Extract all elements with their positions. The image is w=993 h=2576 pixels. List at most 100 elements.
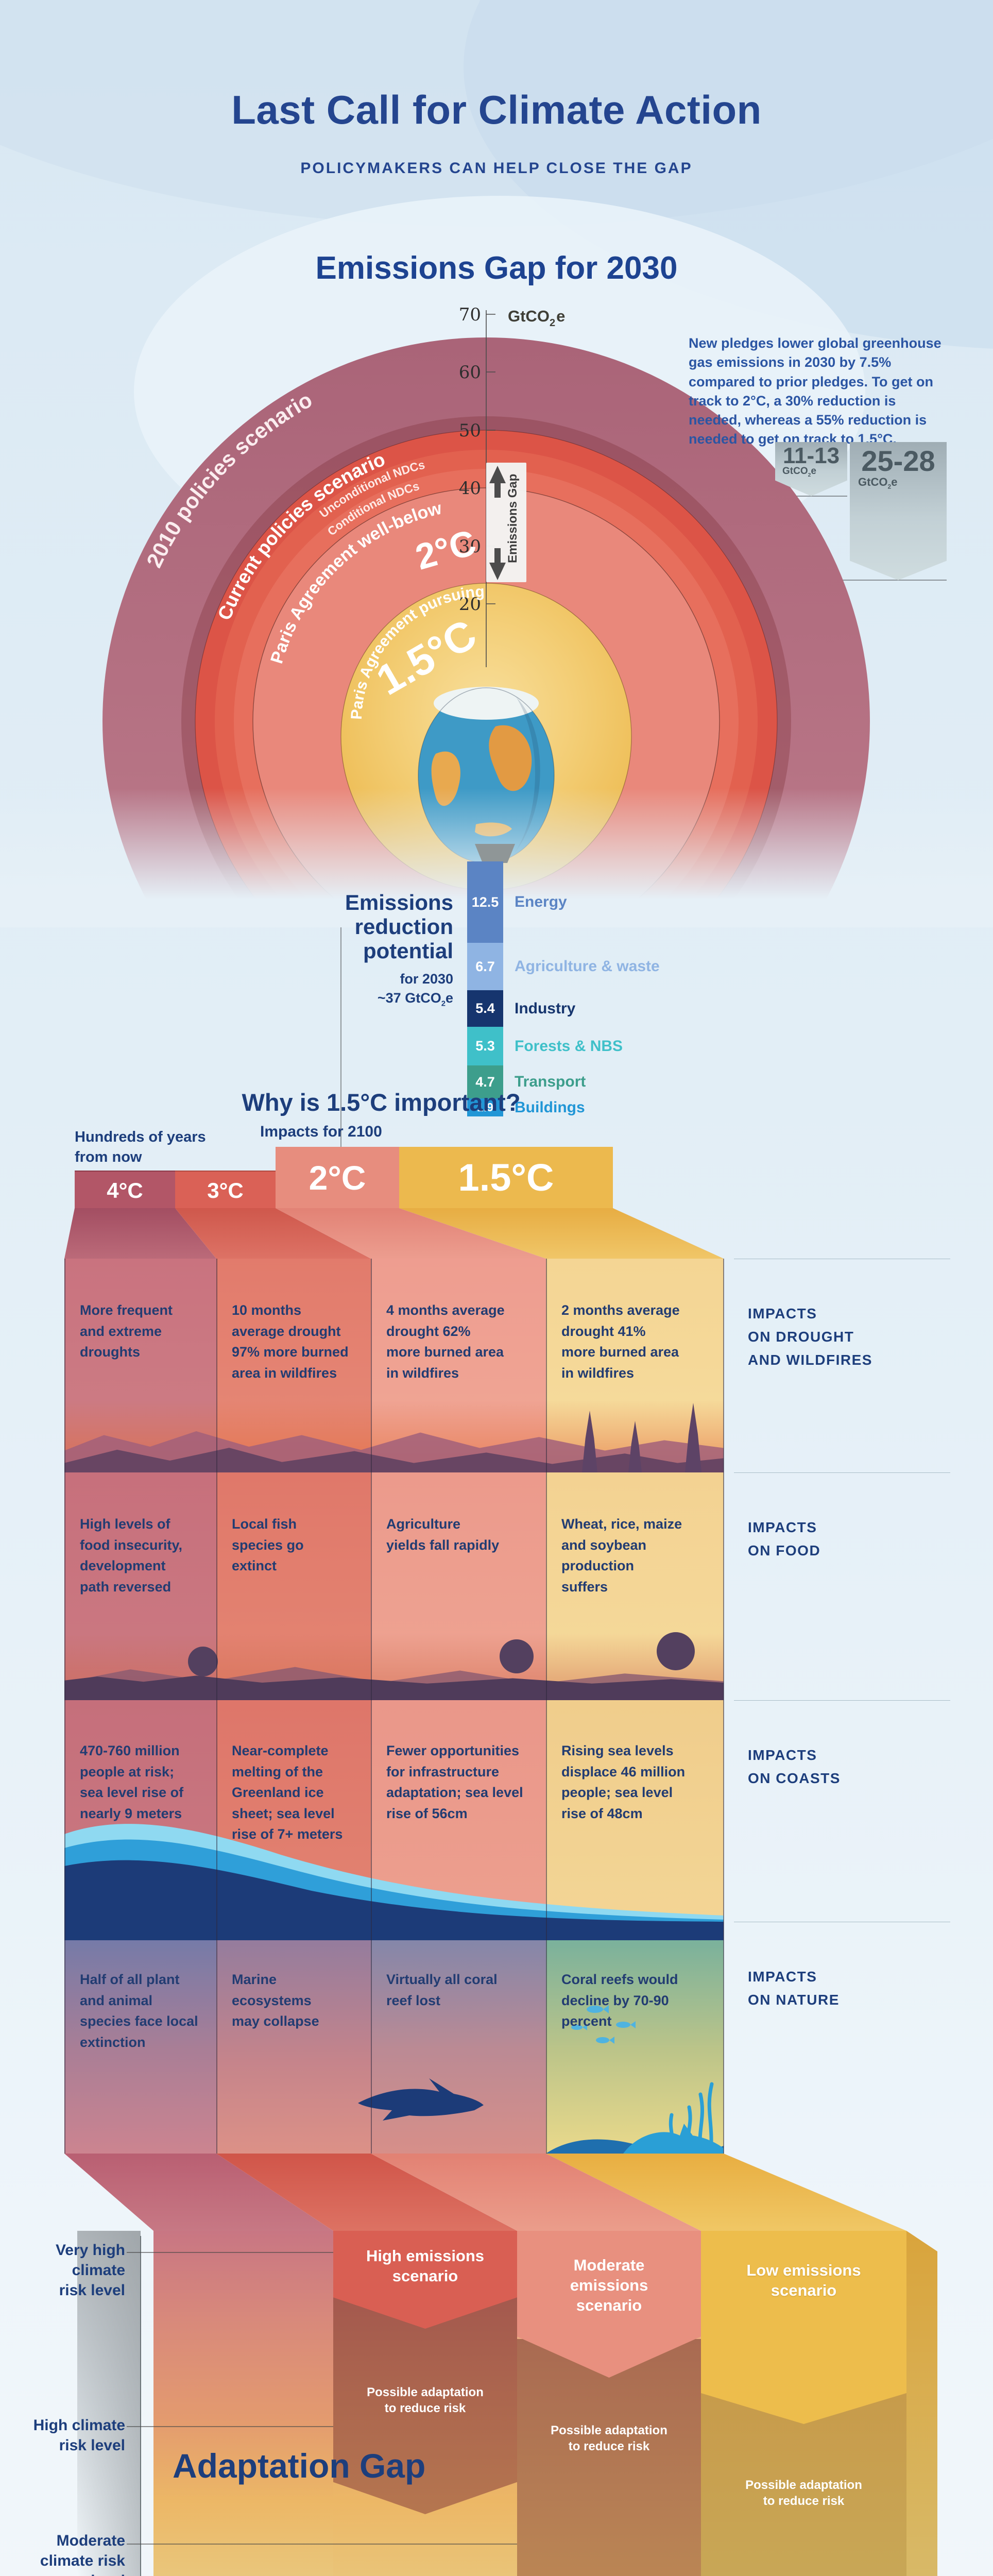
risk-ruler-line xyxy=(140,2236,141,2576)
gap-line-2c xyxy=(767,496,847,497)
legend-title: Emissions reduction potential xyxy=(345,890,453,963)
column-header-1-5c: 1.5°C xyxy=(399,1147,613,1208)
emissions-gap-gauge: Emissions Gap xyxy=(486,463,526,582)
table-separator xyxy=(216,1259,217,2154)
risk-label-very-high: Very high climate risk level xyxy=(55,2242,125,2299)
cell-food-2c: Agriculture yields fall rapidly xyxy=(386,1516,500,1553)
emissions-gap-heading: Emissions Gap for 2030 xyxy=(315,250,678,286)
column-header-2c: 2°C xyxy=(276,1147,399,1208)
adaptation-note-moderate: Possible adaptation to reduce risk xyxy=(551,2424,667,2454)
cell-food-4c: High levels of food insecurity, developm… xyxy=(80,1516,183,1595)
column-header-3c: 3°C xyxy=(175,1171,276,1209)
adaptation-note-high: Possible adaptation to reduce risk xyxy=(367,2385,484,2416)
wildfire-scene xyxy=(64,1390,724,1472)
chart-connector-line xyxy=(340,871,341,1147)
row-coasts: 470-760 million people at risk; sea leve… xyxy=(64,1700,724,1922)
tree-canopy xyxy=(188,1647,218,1676)
svg-text:20: 20 xyxy=(459,594,481,615)
radial-emissions-chart: 70 60 50 40 30 20 GtCO2e 2010 policies s… xyxy=(0,304,993,927)
table-separator xyxy=(546,1259,547,2154)
legend-item-energy: 12.5 Energy xyxy=(467,861,567,943)
svg-text:60: 60 xyxy=(459,362,481,383)
cell-food-1-5c: Wheat, rice, maize and soybean productio… xyxy=(561,1516,682,1595)
sea-wave-scene xyxy=(64,1824,724,1922)
cell-bg xyxy=(546,1700,724,1922)
cell-drought-1-5c: 2 months average drought 41% more burned… xyxy=(561,1302,680,1381)
cell-nature-4c: Half of all plant and animal species fac… xyxy=(80,1972,198,2050)
adaptation-arrow-moderate xyxy=(517,2339,701,2576)
cell-bg xyxy=(64,1922,216,2154)
risk-column-4c xyxy=(153,2231,333,2576)
column-header-4c: 4°C xyxy=(75,1171,175,1209)
row-rule xyxy=(734,1700,950,1701)
time-note: Hundreds of years from now xyxy=(75,1129,206,1166)
table-separator xyxy=(371,1259,372,2154)
gap-box-2c-unit: GtCO2e xyxy=(782,466,816,478)
legend-item-industry: 5.4 Industry xyxy=(467,990,575,1027)
cell-nature-3c: Marine ecosystems may collapse xyxy=(232,1972,319,2029)
risk-ruler xyxy=(77,2231,141,2576)
gap-line-1-5c xyxy=(762,580,947,581)
gauge-up-arrow-icon xyxy=(489,466,506,498)
cell-coasts-3c: Near-complete melting of the Greenland i… xyxy=(232,1743,343,1842)
legend-title-block: Emissions reduction potential for 2030 ~… xyxy=(278,890,453,1008)
gap-box-1-5c-value: 25-28 xyxy=(861,445,935,477)
legend-item-agriculture: 6.7 Agriculture & waste xyxy=(467,943,660,990)
adaptation-fold xyxy=(0,2154,993,2231)
farmland-scene xyxy=(64,1613,724,1700)
label-impacts-food: IMPACTS ON FOOD xyxy=(748,1519,821,1558)
impacts-heading: Why is 1.5°C important? xyxy=(242,1089,521,1116)
page-title: Last Call for Climate Action xyxy=(231,87,762,132)
axis-unit-label: GtCO2e xyxy=(508,307,565,329)
label-impacts-drought: IMPACTS ON DROUGHT AND WILDFIRES xyxy=(748,1306,872,1368)
tree-canopy xyxy=(500,1639,534,1673)
risk-label-high: High climate risk level xyxy=(33,2417,125,2454)
reduction-potential-bar: 12.5 Energy 6.7 Agriculture & waste 5.4 Ind… xyxy=(467,861,660,1116)
legend-item-buildings: 1.9 Buildings xyxy=(467,1098,585,1116)
gap-box-1-5c: 25-28 GtCO2e xyxy=(850,442,947,580)
gap-box-2c: 11-13 GtCO2e xyxy=(775,442,847,496)
legend-subtitle: for 2030 xyxy=(400,971,453,987)
cell-coasts-4c: 470-760 million people at risk; sea leve… xyxy=(80,1743,184,1821)
legend-item-transport: 4.7 Transport xyxy=(467,1065,586,1098)
svg-text:70: 70 xyxy=(459,304,481,325)
row-rule xyxy=(734,1472,950,1473)
cell-food-3c: Local fish species go extinct xyxy=(232,1516,304,1573)
cell-drought-2c: 4 months average drought 62% more burned… xyxy=(386,1302,505,1381)
svg-text:30: 30 xyxy=(459,536,481,557)
impacts-table: More frequent and extreme droughts 10 mo… xyxy=(64,1259,724,2154)
tree-canopy xyxy=(657,1632,695,1670)
coral-reef-scene xyxy=(546,2005,724,2154)
pledges-note: New pledges lower global greenhouse gas … xyxy=(689,334,949,449)
cell-bg xyxy=(216,1922,371,2154)
legend-item-forests: 5.3 Forests & NBS xyxy=(467,1027,623,1065)
label-impacts-nature: IMPACTS ON NATURE xyxy=(748,1969,840,2008)
table-separator xyxy=(64,1259,65,2154)
legend-total: ~37 GtCO2e xyxy=(377,990,453,1008)
gauge-stub xyxy=(475,844,515,863)
risk-tick-moderate xyxy=(127,2544,517,2545)
table-separator xyxy=(723,1259,724,2154)
cell-drought-3c: 10 months average drought 97% more burne… xyxy=(232,1302,349,1381)
page-subtitle: POLICYMAKERS CAN HELP CLOSE THE GAP xyxy=(300,160,693,177)
gauge-down-arrow-icon xyxy=(489,548,506,580)
row-nature: Half of all plant and animal species fac… xyxy=(64,1922,724,2154)
label-impacts-coasts: IMPACTS ON COASTS xyxy=(748,1747,841,1786)
row-food: High levels of food insecurity, developm… xyxy=(64,1472,724,1700)
gap-box-1-5c-unit: GtCO2e xyxy=(858,476,898,490)
gap-box-2c-value: 11-13 xyxy=(782,443,840,468)
cell-coasts-2c: Fewer opportunities for infrastructure a… xyxy=(386,1743,523,1821)
wave-underside xyxy=(64,1922,724,1940)
axis-ticks: 70 60 50 40 30 20 xyxy=(459,304,495,615)
scenario-ribbon-low: Low emissions scenario xyxy=(701,2231,906,2424)
cell-bg xyxy=(546,1922,724,2154)
cell-nature-1-5c: Coral reefs would decline by 70-90 perce… xyxy=(561,1972,678,2029)
row-drought: More frequent and extreme droughts 10 mo… xyxy=(64,1259,724,1472)
pledges-note-text: New pledges lower global greenhouse gas … xyxy=(689,335,941,389)
gauge-label: Emissions Gap xyxy=(506,474,520,563)
svg-text:50: 50 xyxy=(459,420,481,441)
shark-silhouette xyxy=(358,2078,484,2121)
cell-coasts-1-5c: Rising sea levels displace 46 million pe… xyxy=(561,1743,686,1821)
